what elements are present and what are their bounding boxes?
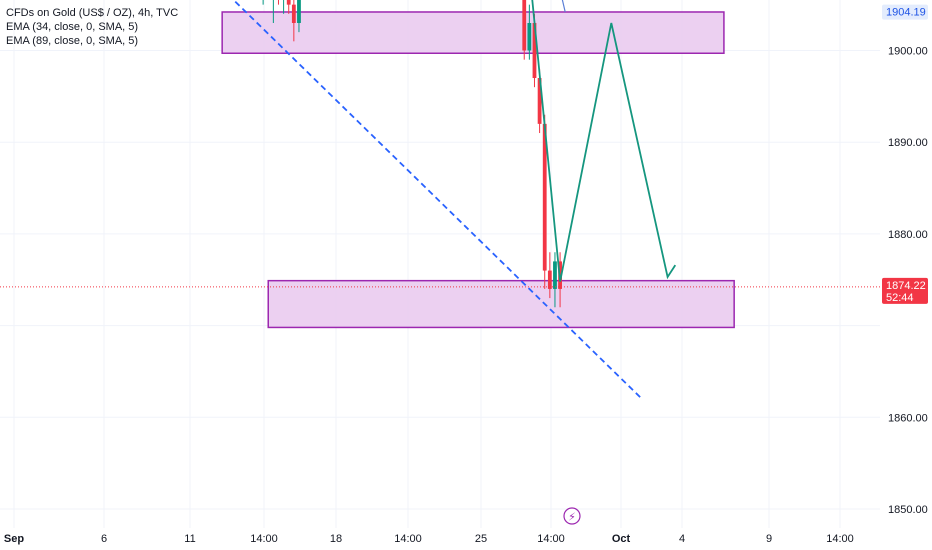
ema34-legend[interactable]: EMA (34, close, 0, SMA, 5) [6,21,139,33]
drawings[interactable] [0,0,880,400]
zone-price-label-text: 1904.19 [886,7,926,19]
x-tick-label: 6 [101,533,107,545]
candlestick-series [262,0,562,308]
candle-body [522,0,527,51]
lightning-icon: ⚡ [568,512,576,524]
descending-trendline[interactable] [135,0,643,400]
event-marker[interactable]: ⚡ [563,507,581,525]
x-tick-label: 14:00 [537,533,565,545]
candle-body [286,0,291,5]
candle-body [291,4,296,23]
x-tick-label: 4 [679,533,685,545]
candle-body [532,22,537,79]
x-tick-label: 11 [184,533,195,545]
last-price-label [882,277,928,304]
time-axis[interactable]: Sep 6 11 14:00 18 14:00 25 14:00 Oct 4 9 14:00 [4,533,854,545]
y-tick-label: 1850.00 [888,504,928,516]
candle-body [553,261,557,289]
candle-body [527,22,532,51]
lower-demand-zone[interactable] [267,279,735,329]
x-tick-label: 14:00 [250,533,278,545]
chart-legend: CFDs on Gold (US$ / OZ), 4h, TVC EMA (34… [6,6,178,48]
x-tick-label: 18 [330,533,342,545]
candle-body [297,0,301,23]
candle-body [547,270,552,289]
y-tick-label: 1880.00 [888,229,928,241]
projection-path[interactable] [499,0,677,282]
zone-price-label [882,4,928,20]
upper-demand-zone[interactable] [221,11,725,55]
candle-body [537,78,542,124]
y-tick-label: 1890.00 [888,137,928,149]
countdown-text: 52:44 [886,292,914,304]
x-tick-label: Oct [612,533,631,545]
ema89-legend[interactable]: EMA (89, close, 0, SMA, 5) [6,35,139,47]
y-tick-label: 1860.00 [888,412,928,424]
x-tick-label: 25 [475,533,487,545]
x-tick-label: 9 [766,533,772,545]
x-tick-label: 14:00 [826,533,854,545]
x-tick-label: 14:00 [394,533,422,545]
last-price-label-text: 1874.22 [886,280,926,292]
candle-body [542,123,547,271]
x-tick-label: Sep [4,533,24,545]
y-tick-label: 1900.00 [888,46,928,58]
demand-zones[interactable] [221,11,735,329]
price-axis[interactable]: 1850.001860.001880.001890.001900.001910.… [888,0,928,517]
symbol-title[interactable]: CFDs on Gold (US$ / OZ), 4h, TVC [6,7,179,19]
